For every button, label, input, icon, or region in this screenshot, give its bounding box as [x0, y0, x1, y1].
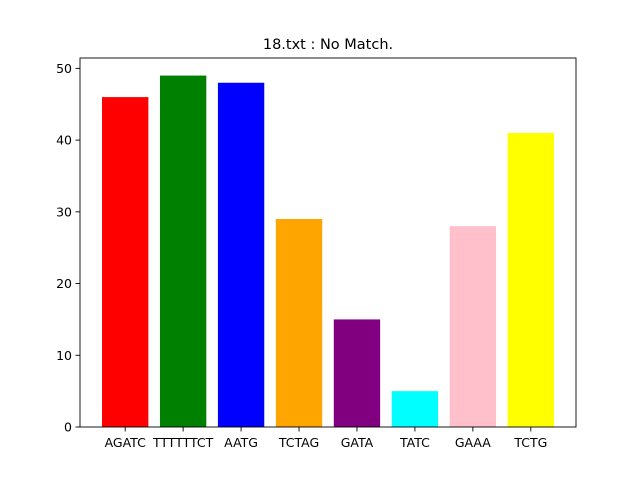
- x-tick-label-aatg: AATG: [224, 435, 258, 450]
- bars-layer: [102, 75, 554, 428]
- x-tick-label-ttttttct: TTTTTTCT: [152, 435, 214, 450]
- x-tick-label-gata: GATA: [341, 435, 374, 450]
- bar-tctag: [275, 219, 323, 427]
- y-tick-label: 20: [56, 276, 72, 291]
- y-tick-label: 30: [56, 204, 72, 219]
- chart-title: 18.txt : No Match.: [263, 37, 393, 53]
- x-tick-label-agatc: AGATC: [105, 435, 147, 450]
- bar-agatc: [102, 97, 149, 427]
- y-tick-label: 10: [56, 348, 72, 363]
- axes-layer: 0 10 20 30 40 50 AGATC TTTTTTCT AATG TCTAG GATA TAT…: [56, 57, 577, 450]
- x-tick-label-gaaa: GAAA: [455, 435, 491, 450]
- bar-tatc: [391, 391, 439, 427]
- bar-aatg: [217, 82, 265, 428]
- x-tick-label-tctg: TCTG: [513, 435, 547, 450]
- y-tick-label: 50: [56, 61, 72, 76]
- y-tick-label: 0: [64, 420, 72, 435]
- bar-tctg: [507, 132, 554, 427]
- x-tick-label-tatc: TATC: [399, 435, 430, 450]
- bar-gata: [333, 319, 381, 427]
- plot-frame: [79, 57, 577, 428]
- x-tick-label-tctag: TCTAG: [278, 435, 319, 450]
- y-tick-label: 40: [56, 133, 72, 148]
- bar-ttttttct: [159, 75, 207, 427]
- bar-gaaa: [449, 226, 497, 427]
